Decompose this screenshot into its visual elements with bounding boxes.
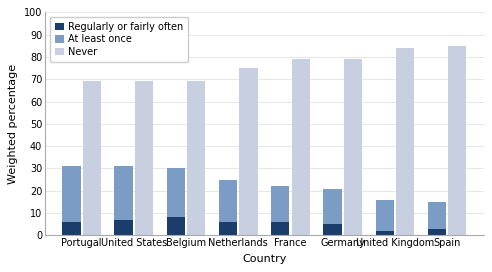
Bar [323,188,341,224]
Bar [396,48,414,235]
Bar [239,68,258,235]
Bar [167,218,185,235]
Bar [448,46,466,235]
Bar [375,231,394,235]
X-axis label: Country: Country [242,254,286,264]
Bar [167,168,185,218]
Bar [115,220,133,235]
Bar [219,222,237,235]
Bar [135,81,153,235]
Bar [62,166,81,222]
Bar [323,224,341,235]
Bar [344,59,362,235]
Bar [115,166,133,220]
Bar [291,59,310,235]
Bar [428,202,446,229]
Legend: Regularly or fairly often, At least once, Never: Regularly or fairly often, At least once… [50,17,188,62]
Bar [83,81,101,235]
Bar [62,222,81,235]
Bar [271,222,289,235]
Bar [187,81,205,235]
Bar [271,186,289,222]
Bar [428,229,446,235]
Bar [375,200,394,231]
Bar [219,180,237,222]
Y-axis label: Weighted percentage: Weighted percentage [8,64,18,184]
